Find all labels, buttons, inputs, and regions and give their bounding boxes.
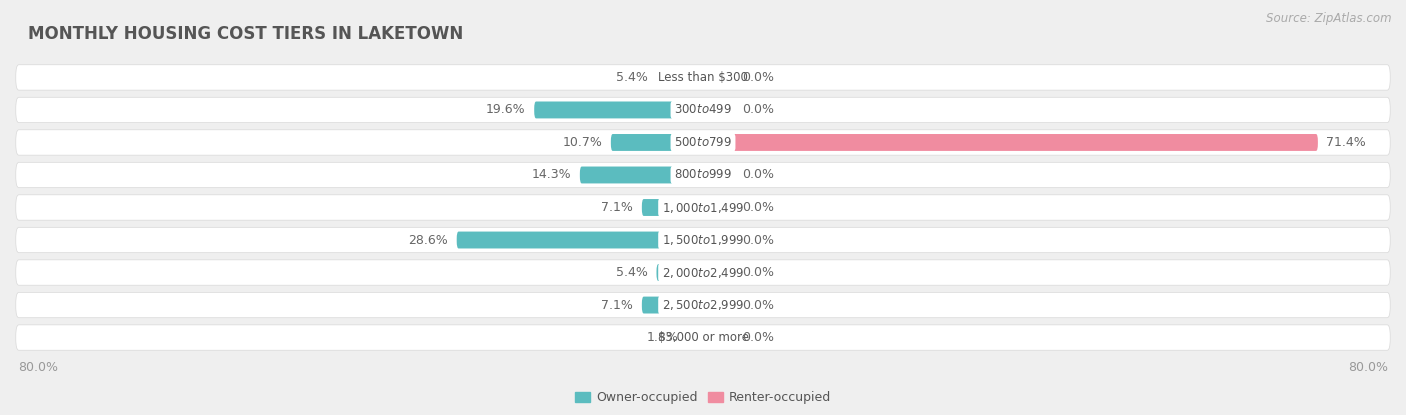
Text: $500 to $799: $500 to $799 <box>673 136 733 149</box>
Text: 80.0%: 80.0% <box>1347 361 1388 374</box>
Text: 0.0%: 0.0% <box>742 331 773 344</box>
FancyBboxPatch shape <box>15 227 1391 253</box>
Text: 0.0%: 0.0% <box>742 234 773 247</box>
FancyBboxPatch shape <box>703 232 733 249</box>
Text: $2,000 to $2,499: $2,000 to $2,499 <box>662 266 744 280</box>
FancyBboxPatch shape <box>688 329 703 346</box>
FancyBboxPatch shape <box>703 297 733 313</box>
Text: $1,000 to $1,499: $1,000 to $1,499 <box>662 200 744 215</box>
FancyBboxPatch shape <box>610 134 703 151</box>
FancyBboxPatch shape <box>15 260 1391 285</box>
Text: $300 to $499: $300 to $499 <box>673 103 733 117</box>
Text: 0.0%: 0.0% <box>742 168 773 181</box>
Text: MONTHLY HOUSING COST TIERS IN LAKETOWN: MONTHLY HOUSING COST TIERS IN LAKETOWN <box>28 25 463 44</box>
FancyBboxPatch shape <box>657 69 703 86</box>
Text: 14.3%: 14.3% <box>531 168 571 181</box>
FancyBboxPatch shape <box>657 264 703 281</box>
Text: 7.1%: 7.1% <box>602 201 633 214</box>
Text: 0.0%: 0.0% <box>742 71 773 84</box>
FancyBboxPatch shape <box>15 97 1391 123</box>
Text: 19.6%: 19.6% <box>486 103 526 117</box>
Text: 1.8%: 1.8% <box>647 331 679 344</box>
FancyBboxPatch shape <box>457 232 703 249</box>
Text: $2,500 to $2,999: $2,500 to $2,999 <box>662 298 744 312</box>
FancyBboxPatch shape <box>643 199 703 216</box>
FancyBboxPatch shape <box>15 195 1391 220</box>
FancyBboxPatch shape <box>15 325 1391 350</box>
Text: 28.6%: 28.6% <box>408 234 449 247</box>
Text: 5.4%: 5.4% <box>616 266 648 279</box>
FancyBboxPatch shape <box>703 166 733 183</box>
FancyBboxPatch shape <box>643 297 703 313</box>
Text: $3,000 or more: $3,000 or more <box>658 331 748 344</box>
Text: 10.7%: 10.7% <box>562 136 602 149</box>
FancyBboxPatch shape <box>703 199 733 216</box>
Text: 80.0%: 80.0% <box>18 361 59 374</box>
Text: 0.0%: 0.0% <box>742 103 773 117</box>
FancyBboxPatch shape <box>534 102 703 118</box>
Text: 5.4%: 5.4% <box>616 71 648 84</box>
FancyBboxPatch shape <box>579 166 703 183</box>
Text: $1,500 to $1,999: $1,500 to $1,999 <box>662 233 744 247</box>
FancyBboxPatch shape <box>703 69 733 86</box>
FancyBboxPatch shape <box>15 65 1391 90</box>
Text: 0.0%: 0.0% <box>742 298 773 312</box>
FancyBboxPatch shape <box>15 162 1391 188</box>
FancyBboxPatch shape <box>703 329 733 346</box>
Text: 7.1%: 7.1% <box>602 298 633 312</box>
FancyBboxPatch shape <box>703 134 1317 151</box>
FancyBboxPatch shape <box>15 292 1391 318</box>
FancyBboxPatch shape <box>15 130 1391 155</box>
Text: Source: ZipAtlas.com: Source: ZipAtlas.com <box>1267 12 1392 25</box>
Legend: Owner-occupied, Renter-occupied: Owner-occupied, Renter-occupied <box>569 386 837 410</box>
Text: Less than $300: Less than $300 <box>658 71 748 84</box>
Text: 71.4%: 71.4% <box>1326 136 1367 149</box>
FancyBboxPatch shape <box>703 264 733 281</box>
Text: 0.0%: 0.0% <box>742 201 773 214</box>
Text: $800 to $999: $800 to $999 <box>673 168 733 181</box>
FancyBboxPatch shape <box>703 102 733 118</box>
Text: 0.0%: 0.0% <box>742 266 773 279</box>
